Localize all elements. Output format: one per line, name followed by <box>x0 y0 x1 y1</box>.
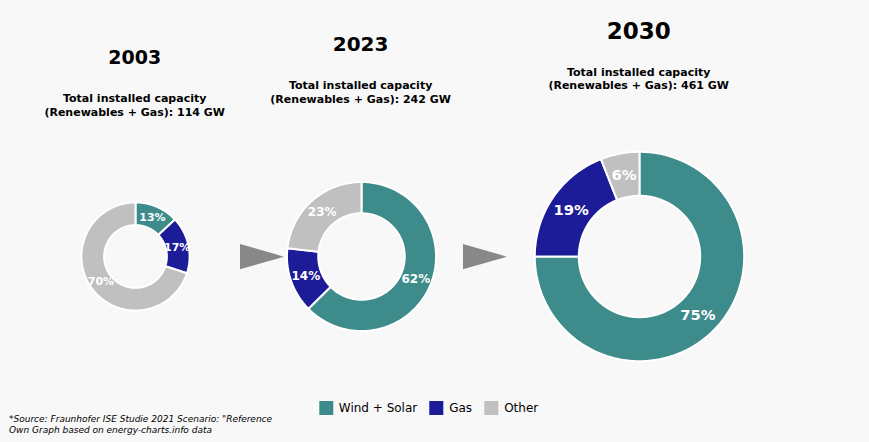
html-text:2003: 2003 <box>108 46 162 69</box>
html-text:Other: Other <box>504 400 539 415</box>
html-text:Total installed capacity (Rene: Total installed capacity (Renewables + G… <box>270 79 451 106</box>
html-text:2030: 2030 <box>606 17 671 44</box>
svg-text:23%: 23% <box>307 206 336 220</box>
html-text:2023: 2023 <box>332 32 389 57</box>
html-text:*Source: Fraunhofer ISE Studie: *Source: Fraunhofer ISE Studie 2021 Scen… <box>9 414 273 436</box>
html-text:Wind + Solar: Wind + Solar <box>338 400 418 415</box>
svg-text:75%: 75% <box>680 306 716 323</box>
svg-text:17%: 17% <box>164 241 190 254</box>
svg-text:6%: 6% <box>611 166 636 183</box>
svg-text:14%: 14% <box>291 269 320 283</box>
svg-text:19%: 19% <box>553 201 589 218</box>
svg-text:70%: 70% <box>87 275 113 288</box>
svg-text:62%: 62% <box>401 272 430 286</box>
html-text:Gas: Gas <box>449 400 473 415</box>
svg-text:13%: 13% <box>139 211 165 224</box>
html-text:Total installed capacity (Rene: Total installed capacity (Renewables + G… <box>44 92 225 120</box>
html-text:Total installed capacity (Rene: Total installed capacity (Renewables + G… <box>548 65 729 93</box>
